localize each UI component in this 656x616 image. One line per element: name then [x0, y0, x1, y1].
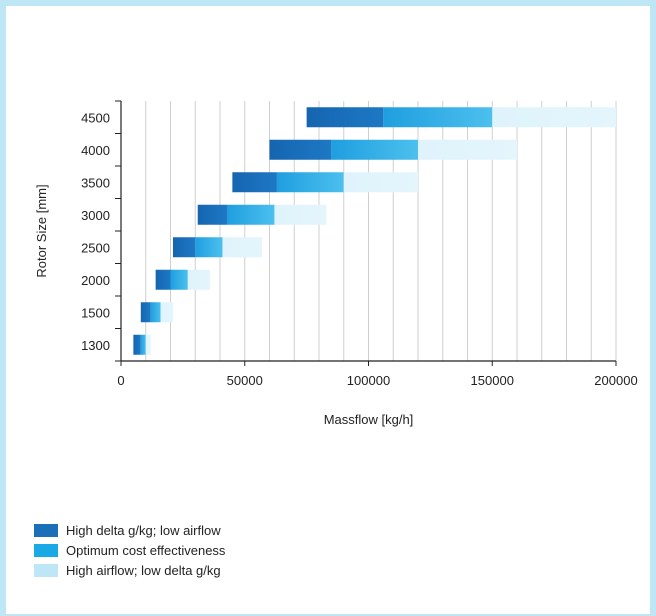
legend-label: High delta g/kg; low airflow — [66, 522, 221, 538]
y-axis-title: Rotor Size [mm] — [34, 184, 49, 277]
bar-segment — [222, 237, 263, 258]
legend-swatch — [34, 543, 58, 557]
x-tick-label: 100000 — [347, 373, 390, 388]
bar-segment — [160, 302, 173, 323]
legend-item: High airflow; low delta g/kg — [34, 560, 225, 580]
x-axis-title: Massflow [kg/h] — [324, 412, 414, 427]
legend-swatch — [34, 563, 58, 577]
bar-segment — [227, 204, 275, 225]
legend-item: High delta g/kg; low airflow — [34, 520, 225, 540]
bar-segment — [232, 172, 277, 193]
y-tick-label: 1500 — [81, 305, 110, 320]
legend-item: Optimum cost effectiveness — [34, 540, 225, 560]
bar-segment — [195, 237, 223, 258]
bar-segment — [140, 334, 146, 355]
bar-segment — [172, 237, 196, 258]
bar-segment — [383, 107, 493, 128]
legend-label: Optimum cost effectiveness — [66, 542, 226, 558]
bar-segment — [145, 334, 151, 355]
y-tick-label: 3000 — [81, 208, 110, 223]
legend: High delta g/kg; low airflow Optimum cos… — [34, 520, 225, 580]
y-tick-label: 1300 — [81, 338, 110, 353]
bar-segment — [133, 334, 141, 355]
y-tick-label: 4000 — [81, 143, 110, 158]
legend-swatch — [34, 523, 58, 537]
bar-segment — [155, 269, 171, 290]
bar-segment — [170, 269, 188, 290]
bar-segment — [274, 204, 327, 225]
x-tick-label: 150000 — [471, 373, 514, 388]
bar-segment — [150, 302, 161, 323]
x-tick-label: 200000 — [594, 373, 637, 388]
bar-segment — [197, 204, 228, 225]
bar-segment — [331, 139, 418, 160]
bar-segment — [418, 139, 517, 160]
bar-segment — [187, 269, 211, 290]
bar-segment — [343, 172, 418, 193]
y-tick-label: 4500 — [81, 110, 110, 125]
axes: 1300 1500 2000 2500 3000 3500 4000 4500 0 50000 10… — [81, 100, 638, 388]
bar-segment — [492, 107, 616, 128]
legend-label: High airflow; low delta g/kg — [66, 562, 221, 578]
bar-segment — [276, 172, 344, 193]
bar-segment — [269, 139, 332, 160]
bars — [133, 107, 616, 355]
y-tick-label: 2000 — [81, 273, 110, 288]
bar-segment — [140, 302, 151, 323]
y-tick-label: 3500 — [81, 175, 110, 190]
x-tick-label: 0 — [117, 373, 124, 388]
x-tick-label: 50000 — [227, 373, 263, 388]
bar-segment — [306, 107, 384, 128]
y-tick-label: 2500 — [81, 240, 110, 255]
